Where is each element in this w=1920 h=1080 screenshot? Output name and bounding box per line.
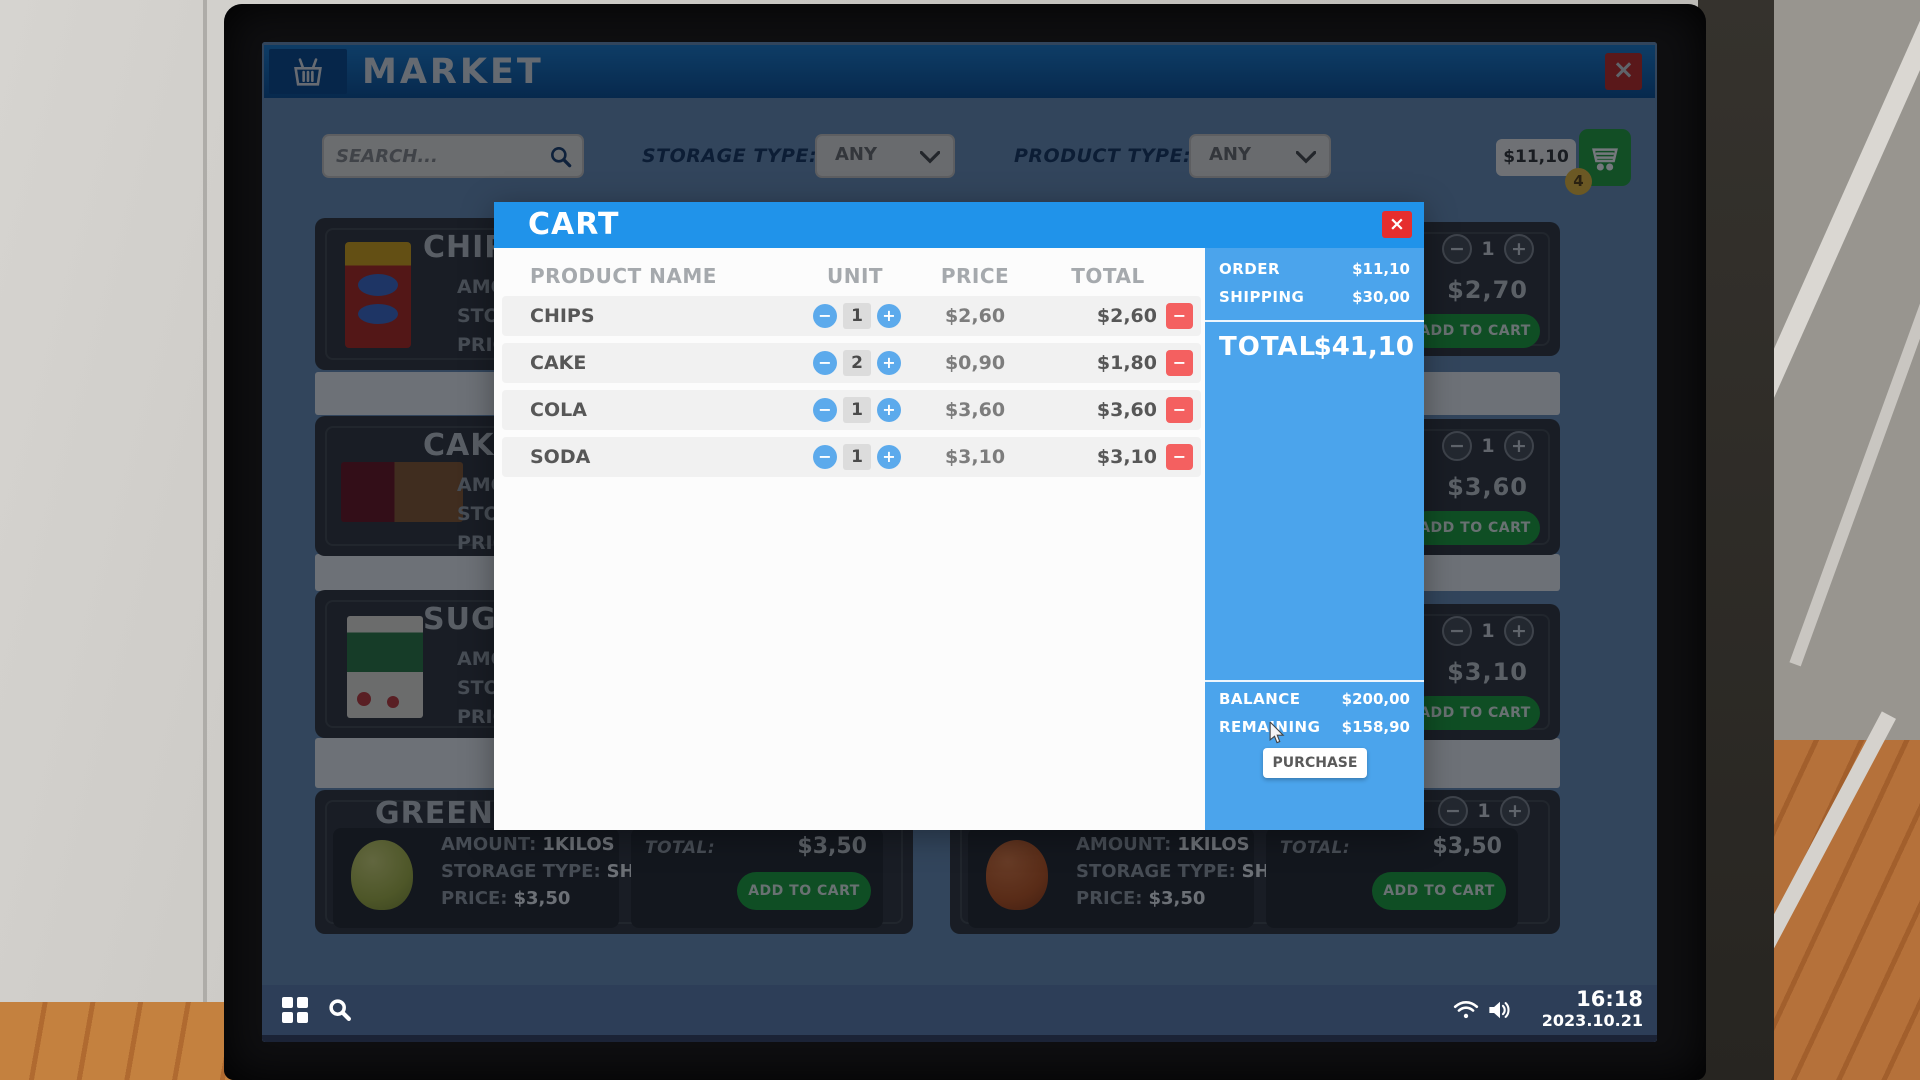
- total-label: TOTAL: [1219, 332, 1317, 362]
- decrease-button[interactable]: −: [813, 304, 837, 328]
- cart-modal: CART × PRODUCT NAME UNIT PRICE TOTAL CHI…: [494, 202, 1424, 830]
- item-price: $3,10: [944, 446, 1006, 468]
- total-value: $41,10: [1313, 332, 1414, 362]
- decrease-button[interactable]: −: [813, 398, 837, 422]
- item-price: $0,90: [944, 352, 1006, 374]
- wifi-icon[interactable]: [1453, 1000, 1479, 1020]
- column-header-unit: UNIT: [826, 264, 884, 288]
- mouse-cursor: [1269, 722, 1285, 744]
- cart-modal-title: CART: [528, 207, 620, 242]
- market-app-screen: MARKET × STORAGE TYPE: ANY: [262, 42, 1657, 1042]
- order-label: ORDER: [1219, 260, 1281, 278]
- cart-summary-panel: ORDER $11,10 SHIPPING $30,00 TOTAL $41,1…: [1205, 248, 1424, 830]
- increase-button[interactable]: +: [877, 351, 901, 375]
- item-price: $3,60: [944, 399, 1006, 421]
- shipping-label: SHIPPING: [1219, 288, 1305, 306]
- quantity-stepper: − 1 +: [810, 296, 904, 336]
- order-value: $11,10: [1352, 260, 1410, 278]
- column-header-total: TOTAL: [1071, 264, 1145, 288]
- start-menu-icon[interactable]: [282, 997, 308, 1023]
- remove-item-button[interactable]: −: [1166, 444, 1193, 470]
- quantity-stepper: − 2 +: [810, 343, 904, 383]
- cart-row-cola: COLA − 1 + $3,60 $3,60 −: [502, 390, 1201, 430]
- remove-item-button[interactable]: −: [1166, 350, 1193, 376]
- column-header-price: PRICE: [940, 264, 1010, 288]
- column-header-name: PRODUCT NAME: [530, 264, 717, 288]
- cart-row-chips: CHIPS − 1 + $2,60 $2,60 −: [502, 296, 1201, 336]
- quantity-stepper: − 1 +: [810, 437, 904, 477]
- cart-modal-header: CART ×: [494, 202, 1424, 248]
- quantity-value: 2: [843, 350, 871, 376]
- cart-row-soda: SODA − 1 + $3,10 $3,10 −: [502, 437, 1201, 477]
- increase-button[interactable]: +: [877, 304, 901, 328]
- window-beam: [1774, 0, 1920, 567]
- cart-row-cake: CAKE − 2 + $0,90 $1,80 −: [502, 343, 1201, 383]
- taskbar-date: 2023.10.21: [1541, 1011, 1643, 1030]
- taskbar-lower-strip: [262, 1035, 1657, 1042]
- purchase-button[interactable]: PURCHASE: [1263, 748, 1367, 778]
- item-name: COLA: [530, 399, 587, 421]
- divider: [1205, 680, 1424, 682]
- item-price: $2,60: [944, 305, 1006, 327]
- remove-item-button[interactable]: −: [1166, 397, 1193, 423]
- cart-table: PRODUCT NAME UNIT PRICE TOTAL CHIPS − 1 …: [494, 248, 1205, 830]
- quantity-value: 1: [843, 303, 871, 329]
- taskbar: 16:18 2023.10.21: [262, 985, 1657, 1035]
- increase-button[interactable]: +: [877, 398, 901, 422]
- item-name: CAKE: [530, 352, 587, 374]
- increase-button[interactable]: +: [877, 445, 901, 469]
- taskbar-time: 16:18: [1576, 987, 1643, 1011]
- remaining-label: REMAINING: [1219, 718, 1320, 736]
- taskbar-search-icon[interactable]: [326, 996, 354, 1024]
- remaining-value: $158,90: [1341, 718, 1410, 736]
- quantity-value: 1: [843, 444, 871, 470]
- shipping-value: $30,00: [1352, 288, 1410, 306]
- cart-close-button[interactable]: ×: [1382, 211, 1412, 238]
- remove-item-button[interactable]: −: [1166, 303, 1193, 329]
- decrease-button[interactable]: −: [813, 351, 837, 375]
- decrease-button[interactable]: −: [813, 445, 837, 469]
- item-total: $3,60: [1096, 399, 1157, 421]
- item-name: SODA: [530, 446, 591, 468]
- door-frame: [1698, 0, 1774, 1080]
- balance-value: $200,00: [1341, 690, 1410, 708]
- divider: [1205, 320, 1424, 322]
- item-total: $1,80: [1096, 352, 1157, 374]
- item-name: CHIPS: [530, 305, 595, 327]
- balance-label: BALANCE: [1219, 690, 1301, 708]
- item-total: $3,10: [1096, 446, 1157, 468]
- volume-icon[interactable]: [1487, 999, 1513, 1021]
- monitor: MARKET × STORAGE TYPE: ANY: [224, 4, 1706, 1080]
- wall-seam: [203, 0, 207, 1080]
- window-beam: [1789, 173, 1920, 667]
- window-view: [1774, 0, 1920, 1080]
- quantity-value: 1: [843, 397, 871, 423]
- clock[interactable]: 16:18 2023.10.21: [1542, 988, 1643, 1031]
- quantity-stepper: − 1 +: [810, 390, 904, 430]
- item-total: $2,60: [1096, 305, 1157, 327]
- wood-floor-left: [0, 1002, 235, 1080]
